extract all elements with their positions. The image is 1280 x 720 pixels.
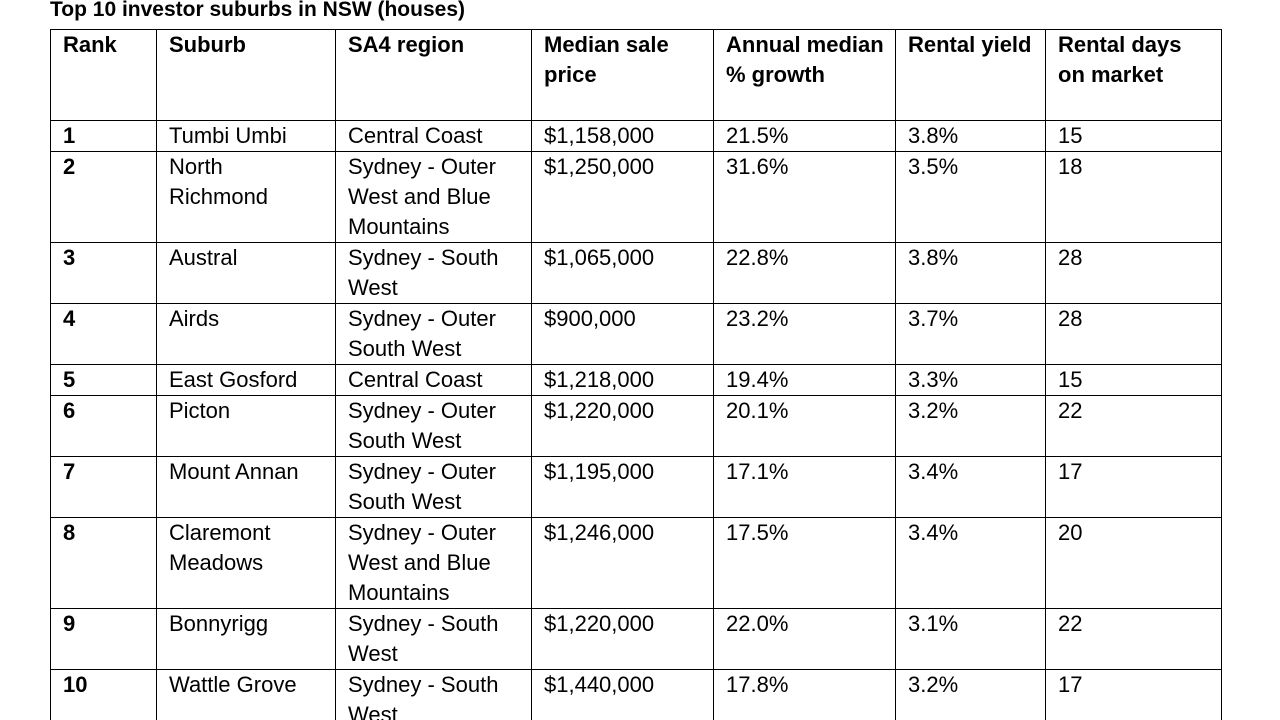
cell-rental-days-on-market: 15 xyxy=(1045,364,1222,396)
cell-annual-median-growth: 22.0% xyxy=(713,608,896,670)
cell-median-sale-price: $1,246,000 xyxy=(531,517,714,609)
cell-sa4-region: Sydney - Outer West and Blue Mountains xyxy=(335,151,532,243)
cell-rental-yield: 3.4% xyxy=(895,517,1046,609)
table-row: 7 Mount Annan Sydney - Outer South West $1,… xyxy=(50,456,1222,518)
cell-annual-median-growth: 21.5% xyxy=(713,120,896,152)
table-body: 1 Tumbi Umbi Central Coast $1,158,000 21.5% 3… xyxy=(50,120,1222,720)
cell-sa4-region: Central Coast xyxy=(335,364,532,396)
cell-suburb: East Gosford xyxy=(156,364,336,396)
cell-rank: 6 xyxy=(50,395,157,457)
cell-median-sale-price: $1,065,000 xyxy=(531,242,714,304)
cell-sa4-region: Sydney - South West xyxy=(335,608,532,670)
cell-rental-yield: 3.2% xyxy=(895,395,1046,457)
cell-rank: 2 xyxy=(50,151,157,243)
header-rental-yield: Rental yield xyxy=(895,29,1046,121)
table-row: 8 Claremont Meadows Sydney - Outer West an… xyxy=(50,517,1222,609)
cell-suburb: Austral xyxy=(156,242,336,304)
cell-annual-median-growth: 23.2% xyxy=(713,303,896,365)
cell-annual-median-growth: 17.5% xyxy=(713,517,896,609)
cell-suburb: Tumbi Umbi xyxy=(156,120,336,152)
cell-rental-days-on-market: 15 xyxy=(1045,120,1222,152)
header-rank: Rank xyxy=(50,29,157,121)
table-header-row: Rank Suburb SA4 region Median sale price… xyxy=(50,29,1222,121)
cell-annual-median-growth: 17.8% xyxy=(713,669,896,720)
cell-annual-median-growth: 19.4% xyxy=(713,364,896,396)
cell-rental-yield: 3.2% xyxy=(895,669,1046,720)
investor-suburbs-table: Rank Suburb SA4 region Median sale price… xyxy=(50,29,1222,720)
cell-suburb: Wattle Grove xyxy=(156,669,336,720)
cell-rank: 5 xyxy=(50,364,157,396)
cell-median-sale-price: $1,218,000 xyxy=(531,364,714,396)
cell-annual-median-growth: 31.6% xyxy=(713,151,896,243)
cell-sa4-region: Sydney - Outer South West xyxy=(335,456,532,518)
cell-suburb: North Richmond xyxy=(156,151,336,243)
cell-rental-days-on-market: 17 xyxy=(1045,669,1222,720)
cell-suburb: Bonnyrigg xyxy=(156,608,336,670)
table-row: 3 Austral Sydney - South West $1,065,000 22.… xyxy=(50,242,1222,304)
cell-median-sale-price: $1,195,000 xyxy=(531,456,714,518)
cell-rental-yield: 3.8% xyxy=(895,120,1046,152)
cell-sa4-region: Central Coast xyxy=(335,120,532,152)
cell-rental-days-on-market: 17 xyxy=(1045,456,1222,518)
cell-rental-yield: 3.3% xyxy=(895,364,1046,396)
cell-median-sale-price: $1,250,000 xyxy=(531,151,714,243)
cell-median-sale-price: $1,158,000 xyxy=(531,120,714,152)
cell-rental-yield: 3.7% xyxy=(895,303,1046,365)
header-annual-median-growth: Annual median % growth xyxy=(713,29,896,121)
table-row: 10 Wattle Grove Sydney - South West $1,440,… xyxy=(50,669,1222,720)
cell-rank: 4 xyxy=(50,303,157,365)
table-row: 2 North Richmond Sydney - Outer West and B… xyxy=(50,151,1222,243)
cell-median-sale-price: $1,220,000 xyxy=(531,608,714,670)
cell-rental-days-on-market: 28 xyxy=(1045,303,1222,365)
cell-rank: 8 xyxy=(50,517,157,609)
cell-rental-days-on-market: 28 xyxy=(1045,242,1222,304)
cell-sa4-region: Sydney - Outer South West xyxy=(335,395,532,457)
header-suburb: Suburb xyxy=(156,29,336,121)
cell-rental-yield: 3.8% xyxy=(895,242,1046,304)
cell-sa4-region: Sydney - South West xyxy=(335,242,532,304)
cell-rental-days-on-market: 18 xyxy=(1045,151,1222,243)
cell-rental-yield: 3.5% xyxy=(895,151,1046,243)
cell-rank: 10 xyxy=(50,669,157,720)
cell-rental-days-on-market: 22 xyxy=(1045,395,1222,457)
table-row: 6 Picton Sydney - Outer South West $1,220,0… xyxy=(50,395,1222,457)
table-title: Top 10 investor suburbs in NSW (houses) xyxy=(50,0,465,21)
cell-rental-days-on-market: 20 xyxy=(1045,517,1222,609)
table-row: 1 Tumbi Umbi Central Coast $1,158,000 21.5% 3… xyxy=(50,120,1222,152)
cell-suburb: Airds xyxy=(156,303,336,365)
cell-median-sale-price: $900,000 xyxy=(531,303,714,365)
header-sa4-region: SA4 region xyxy=(335,29,532,121)
table-row: 4 Airds Sydney - Outer South West $900,000 2… xyxy=(50,303,1222,365)
cell-annual-median-growth: 22.8% xyxy=(713,242,896,304)
cell-sa4-region: Sydney - Outer West and Blue Mountains xyxy=(335,517,532,609)
cell-sa4-region: Sydney - Outer South West xyxy=(335,303,532,365)
cell-annual-median-growth: 17.1% xyxy=(713,456,896,518)
cell-rank: 9 xyxy=(50,608,157,670)
cell-suburb: Claremont Meadows xyxy=(156,517,336,609)
cell-rental-yield: 3.1% xyxy=(895,608,1046,670)
cell-median-sale-price: $1,220,000 xyxy=(531,395,714,457)
cell-rank: 1 xyxy=(50,120,157,152)
cell-sa4-region: Sydney - South West xyxy=(335,669,532,720)
cell-rank: 7 xyxy=(50,456,157,518)
cell-rental-days-on-market: 22 xyxy=(1045,608,1222,670)
cell-annual-median-growth: 20.1% xyxy=(713,395,896,457)
table-row: 9 Bonnyrigg Sydney - South West $1,220,000 2… xyxy=(50,608,1222,670)
cell-suburb: Picton xyxy=(156,395,336,457)
cell-median-sale-price: $1,440,000 xyxy=(531,669,714,720)
header-rental-days-on-market: Rental days on market xyxy=(1045,29,1222,121)
cell-rank: 3 xyxy=(50,242,157,304)
cell-suburb: Mount Annan xyxy=(156,456,336,518)
cell-rental-yield: 3.4% xyxy=(895,456,1046,518)
header-median-sale-price: Median sale price xyxy=(531,29,714,121)
table-row: 5 East Gosford Central Coast $1,218,000 19.4… xyxy=(50,364,1222,396)
